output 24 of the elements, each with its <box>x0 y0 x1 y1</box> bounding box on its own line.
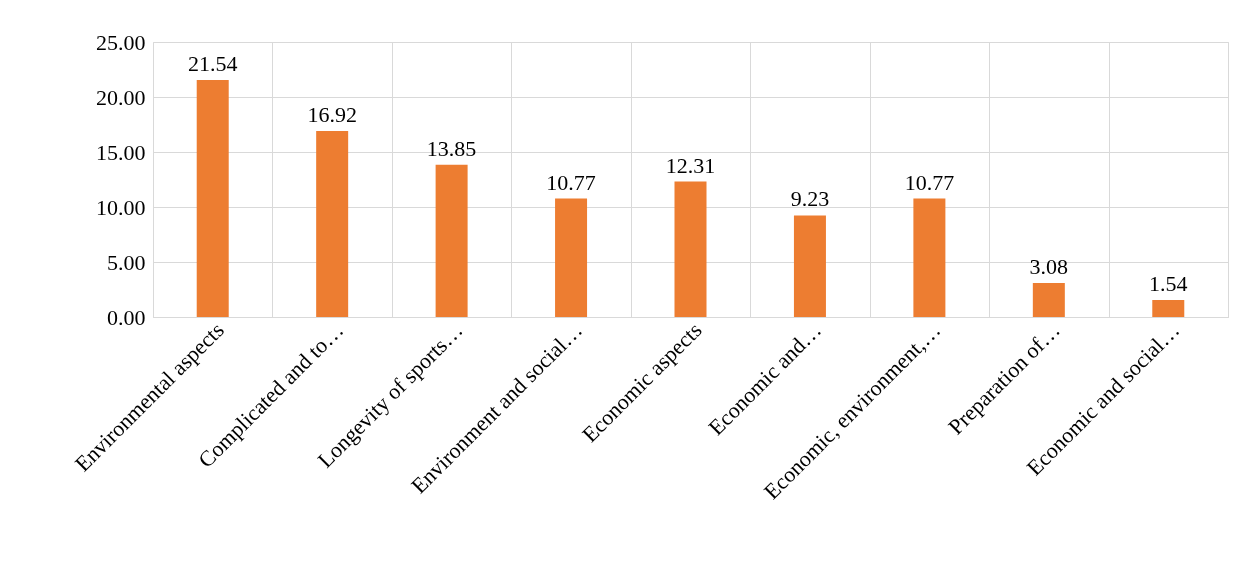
bar <box>913 198 946 317</box>
data-label: 1.54 <box>1149 271 1188 297</box>
bar <box>793 215 826 317</box>
bar <box>674 181 707 317</box>
data-label: 16.92 <box>307 101 357 127</box>
data-label: 13.85 <box>426 135 477 161</box>
bar <box>316 130 349 317</box>
y-tick-label: 5.00 <box>107 249 146 275</box>
bar <box>1032 283 1065 317</box>
y-tick-label: 10.00 <box>96 194 146 220</box>
y-tick-label: 20.00 <box>96 84 146 110</box>
y-tick-label: 25.00 <box>96 29 146 55</box>
data-label: 9.23 <box>790 186 830 212</box>
data-label: 21.54 <box>187 51 238 77</box>
bar <box>1152 300 1185 317</box>
y-tick-label: 0.00 <box>107 304 146 330</box>
data-label: 3.08 <box>1029 254 1069 280</box>
data-label: 12.31 <box>665 152 716 178</box>
data-label: 10.77 <box>904 169 955 195</box>
bar <box>555 198 588 317</box>
bar <box>435 164 468 317</box>
data-label: 10.77 <box>546 169 596 195</box>
bar <box>196 80 229 317</box>
y-tick-label: 15.00 <box>96 139 146 165</box>
